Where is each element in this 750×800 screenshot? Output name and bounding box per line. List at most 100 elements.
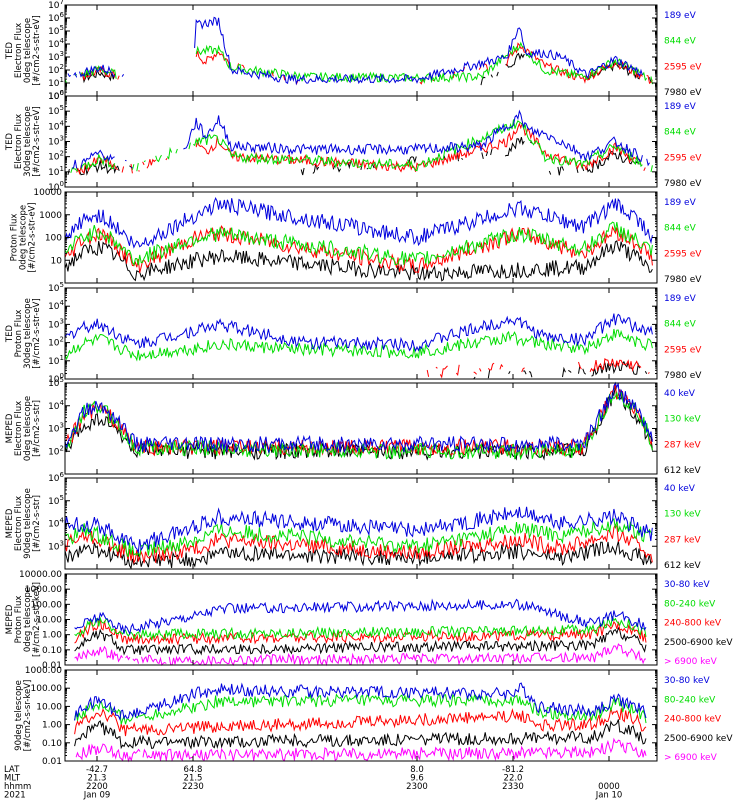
y-tick-label: 104 xyxy=(48,517,64,530)
panel-6: 103 104 105 106 MEPED Electron Flux 90deg tele… xyxy=(5,471,701,571)
y-tick-label: 100.00 xyxy=(31,600,63,610)
legend-entry: 189 eV xyxy=(664,11,697,21)
x-tick-label: -42.7 xyxy=(86,765,108,775)
legend-entry: 2595 eV xyxy=(664,345,702,355)
y-tick-label: 0.10 xyxy=(42,646,62,656)
y-tick-label: 103 xyxy=(48,422,64,435)
series-line-7-4 xyxy=(74,616,647,641)
y-tick-label: 0.10 xyxy=(42,739,62,749)
x-tick-label: 0000 xyxy=(598,782,620,792)
series-line-7-1 xyxy=(74,643,647,667)
legend-entry: 844 eV xyxy=(664,128,697,138)
y-tick-label: 101 xyxy=(48,165,64,178)
legend-entry: 2500-6900 keV xyxy=(664,734,733,744)
x-tick-label: 2330 xyxy=(502,782,524,792)
legend-entry: 2595 eV xyxy=(664,62,702,72)
panel-frame xyxy=(64,287,658,380)
series-line-3-4 xyxy=(64,196,653,249)
y-tick-label: 1000.00 xyxy=(25,585,62,595)
series-line-7-2 xyxy=(74,626,647,656)
y-axis-label: 30deg telescope xyxy=(23,298,33,369)
x-tick-label: 21.5 xyxy=(184,774,203,784)
y-tick-label: 10.00 xyxy=(36,702,62,712)
legend-entry: 7980 eV xyxy=(664,88,702,98)
y-tick-label: 0.01 xyxy=(42,661,62,671)
legend-entry: 844 eV xyxy=(664,37,697,47)
legend-entry: 130 keV xyxy=(664,510,701,520)
y-axis-label: 0deg telescope xyxy=(19,205,29,270)
y-axis-label: Electron Flux xyxy=(14,114,24,169)
series-line-4-3 xyxy=(64,328,653,362)
y-axis-label: TED xyxy=(5,324,15,343)
y-axis-label: Electron Flux xyxy=(14,496,24,551)
y-tick-label: 100 xyxy=(45,234,62,244)
panel-frame xyxy=(64,382,658,475)
y-tick-label: 10000 xyxy=(33,188,62,198)
y-axis-label: 90deg telescope xyxy=(14,680,24,751)
y-tick-label: 101 xyxy=(48,354,64,367)
y-tick-label: 1.00 xyxy=(42,631,62,641)
y-axis-label: MEPED xyxy=(5,604,15,634)
legend-entry: 80-240 keV xyxy=(664,599,716,609)
legend-entry: 844 eV xyxy=(664,224,697,234)
y-tick-label: 103 xyxy=(48,135,64,148)
y-tick-label: 1000.00 xyxy=(25,666,62,676)
legend-entry: 80-240 keV xyxy=(664,695,716,705)
y-axis-label: MEPED xyxy=(5,413,15,443)
y-axis-label: 30deg telescope xyxy=(23,106,33,177)
y-tick-label: 102 xyxy=(48,336,64,349)
y-axis-label: Electron Flux xyxy=(14,23,24,78)
y-axis-label: 0deg telescope xyxy=(23,396,33,461)
y-axis-label: MEPED xyxy=(5,508,15,538)
series-line-3-2 xyxy=(64,225,653,274)
x-tick-label: 21.3 xyxy=(88,774,107,784)
x-row-label: hhmm xyxy=(4,782,31,792)
y-tick-label: 1.00 xyxy=(42,721,62,731)
series-line-1-3 xyxy=(64,41,653,85)
y-tick-label: 106 xyxy=(48,471,64,484)
x-row-label: 2021 xyxy=(4,791,26,800)
panel-frame xyxy=(64,95,658,188)
y-tick-label: 1000 xyxy=(39,211,62,221)
legend-entry: 40 keV xyxy=(664,389,696,399)
x-row-label: LAT xyxy=(4,765,20,775)
y-axis-label: Proton Flux xyxy=(14,596,24,644)
y-tick-label: 104 xyxy=(48,119,64,132)
x-tick-label: -81.2 xyxy=(502,765,524,775)
x-tick-label: 2300 xyxy=(406,782,428,792)
x-tick-label: 9.6 xyxy=(410,774,424,784)
y-axis-label: [#/cm2-s-str] xyxy=(32,495,42,552)
series-line-5-3 xyxy=(64,390,653,461)
y-tick-label: 106 xyxy=(48,89,64,102)
legend-entry: 30-80 keV xyxy=(664,676,710,686)
legend-entry: 7980 eV xyxy=(664,371,702,381)
legend-entry: 2595 eV xyxy=(664,153,702,163)
series-line-8-5 xyxy=(74,682,647,721)
y-tick-label: 105 xyxy=(48,376,64,389)
x-tick-label: 64.8 xyxy=(184,765,203,775)
y-tick-label: 0.01 xyxy=(42,757,62,767)
series-line-6-4 xyxy=(64,506,653,555)
y-axis-label: [#/cm2-s-sr-keV] xyxy=(23,680,33,752)
y-axis-label: TED xyxy=(5,132,15,151)
panel-3: 10 100 1000 10000 Proton Flux 0deg telescope[… xyxy=(10,188,703,285)
series-line-6-2 xyxy=(64,523,653,565)
legend-entry: 189 eV xyxy=(664,102,697,112)
series-line-7-5 xyxy=(74,598,647,636)
y-axis-label: [#/cm2-s-str-eV] xyxy=(28,202,38,272)
x-tick-label: Jan 09 xyxy=(83,791,111,800)
panel-5: 102 103 104 105 MEPED Electron Flux 0deg teles… xyxy=(5,376,701,476)
y-tick-label: 100 xyxy=(48,180,64,193)
x-tick-label: 22.0 xyxy=(504,774,523,784)
y-axis-label: [#/cm2-s-str-eV] xyxy=(32,106,42,176)
y-tick-label: 103 xyxy=(48,317,64,330)
legend-entry: > 6900 keV xyxy=(664,657,718,667)
legend-entry: 844 eV xyxy=(664,320,697,330)
legend-entry: 7980 eV xyxy=(664,275,702,285)
legend-entry: 130 keV xyxy=(664,415,701,425)
series-line-3-3 xyxy=(64,221,653,267)
y-tick-label: 103 xyxy=(48,539,64,552)
y-axis-label: 90deg telescope xyxy=(23,488,33,559)
legend-entry: 189 eV xyxy=(664,294,697,304)
panel-frame xyxy=(64,4,658,97)
